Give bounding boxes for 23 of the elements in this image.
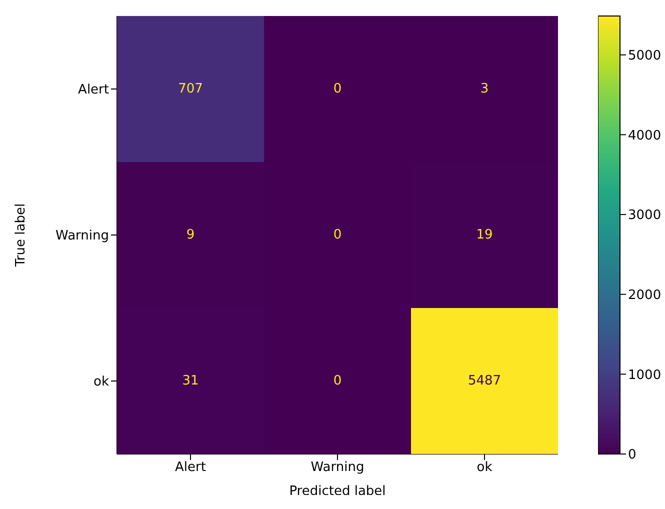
- color-bar-label: 3000: [628, 208, 662, 224]
- x-tick-label: Alert: [175, 460, 206, 476]
- x-tick-label: Warning: [310, 460, 364, 476]
- data-label: 0: [333, 374, 342, 388]
- data-label: 3: [480, 82, 489, 96]
- y-tick-label: Warning: [56, 228, 109, 244]
- color-bar-label: 0: [628, 448, 636, 463]
- y-tick-label: Alert: [78, 82, 109, 98]
- data-label: 19: [476, 228, 493, 242]
- color-bar-label: 2000: [628, 288, 662, 303]
- color-bar-label: 5000: [628, 48, 662, 64]
- color-bar-label: 4000: [628, 128, 662, 144]
- data-label: 5487: [468, 374, 502, 388]
- y-tick-label: ok: [94, 374, 110, 390]
- x-axis-title: Predicted label: [289, 484, 386, 499]
- data-label: 31: [182, 374, 199, 388]
- color-bar-label: 1000: [628, 368, 662, 383]
- x-tick-label: ok: [476, 460, 493, 476]
- y-axis-title: True label: [14, 203, 29, 268]
- data-label: 0: [333, 82, 342, 96]
- data-label: 0: [333, 228, 342, 242]
- data-label: 9: [186, 228, 195, 242]
- data-label: 707: [178, 82, 203, 96]
